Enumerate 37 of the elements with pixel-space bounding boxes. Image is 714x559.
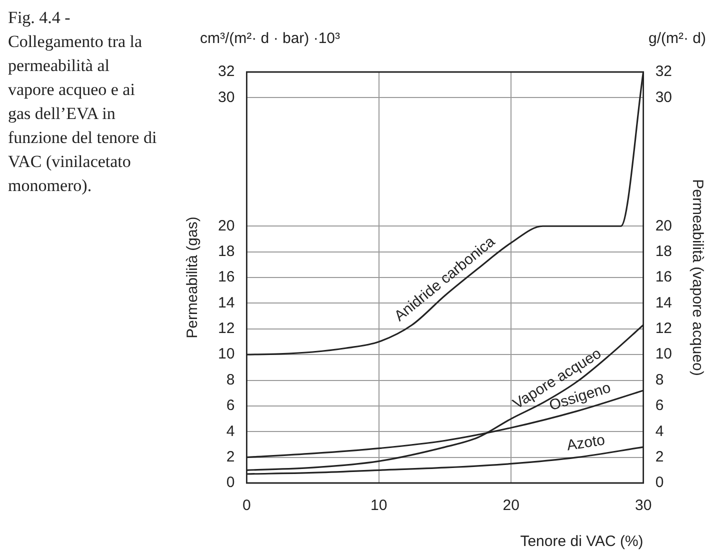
y-tick-label: 16 [218, 268, 235, 286]
y2-tick-label: 12 [655, 320, 672, 338]
y2-tick-label: 32 [655, 63, 672, 80]
y2-tick-label: 16 [655, 268, 672, 286]
y-tick-label: 0 [226, 474, 235, 492]
x-tick-label: 10 [370, 497, 388, 514]
y-tick-label: 6 [226, 397, 235, 414]
y2-tick-label: 14 [655, 294, 672, 312]
y-tick-label: 20 [218, 217, 235, 234]
y2-tick-label: 2 [655, 448, 664, 466]
text: Fig. 4.4 - Collegamento tra la permeabilità al vapore acqueo e ai gas dell’EVA in funzione del tenore di VAC (vinilacetato monomero). [8, 7, 158, 197]
y-tick-label: 2 [226, 448, 235, 466]
y2-tick-label: 20 [655, 217, 672, 234]
x-tick-label: 30 [634, 497, 652, 514]
y2-tick-label: 8 [655, 371, 664, 388]
y-tick-label: 32 [218, 63, 235, 80]
y-tick-label: 10 [218, 346, 235, 363]
y-axis-title: Permeabilità (gas) [184, 216, 202, 338]
y-tick-label: 30 [218, 88, 235, 106]
y-tick-label: 14 [218, 294, 235, 312]
y2-axis-title: Permeabilità (vapore acqueo) [688, 179, 706, 376]
x-tick-label: 20 [502, 497, 520, 514]
text: Azoto [566, 432, 606, 454]
x-tick-label: 0 [242, 497, 251, 514]
y2-tick-label: 6 [655, 397, 664, 414]
y2-tick-label: 30 [655, 88, 672, 106]
y-tick-label: 4 [226, 422, 235, 440]
y-tick-label: 12 [218, 320, 235, 338]
text: cm³/(m²· d · bar) ·10³ [200, 30, 340, 47]
y-tick-label: 18 [218, 242, 235, 260]
y2-tick-label: 0 [655, 474, 664, 492]
y2-tick-label: 10 [655, 346, 672, 363]
y2-tick-label: 4 [655, 422, 664, 440]
y-tick-label: 8 [226, 371, 235, 388]
text: g/(m²· d) [648, 30, 706, 47]
x-axis-title: Tenore di VAC (%) [520, 533, 644, 550]
y2-tick-label: 18 [655, 242, 672, 260]
